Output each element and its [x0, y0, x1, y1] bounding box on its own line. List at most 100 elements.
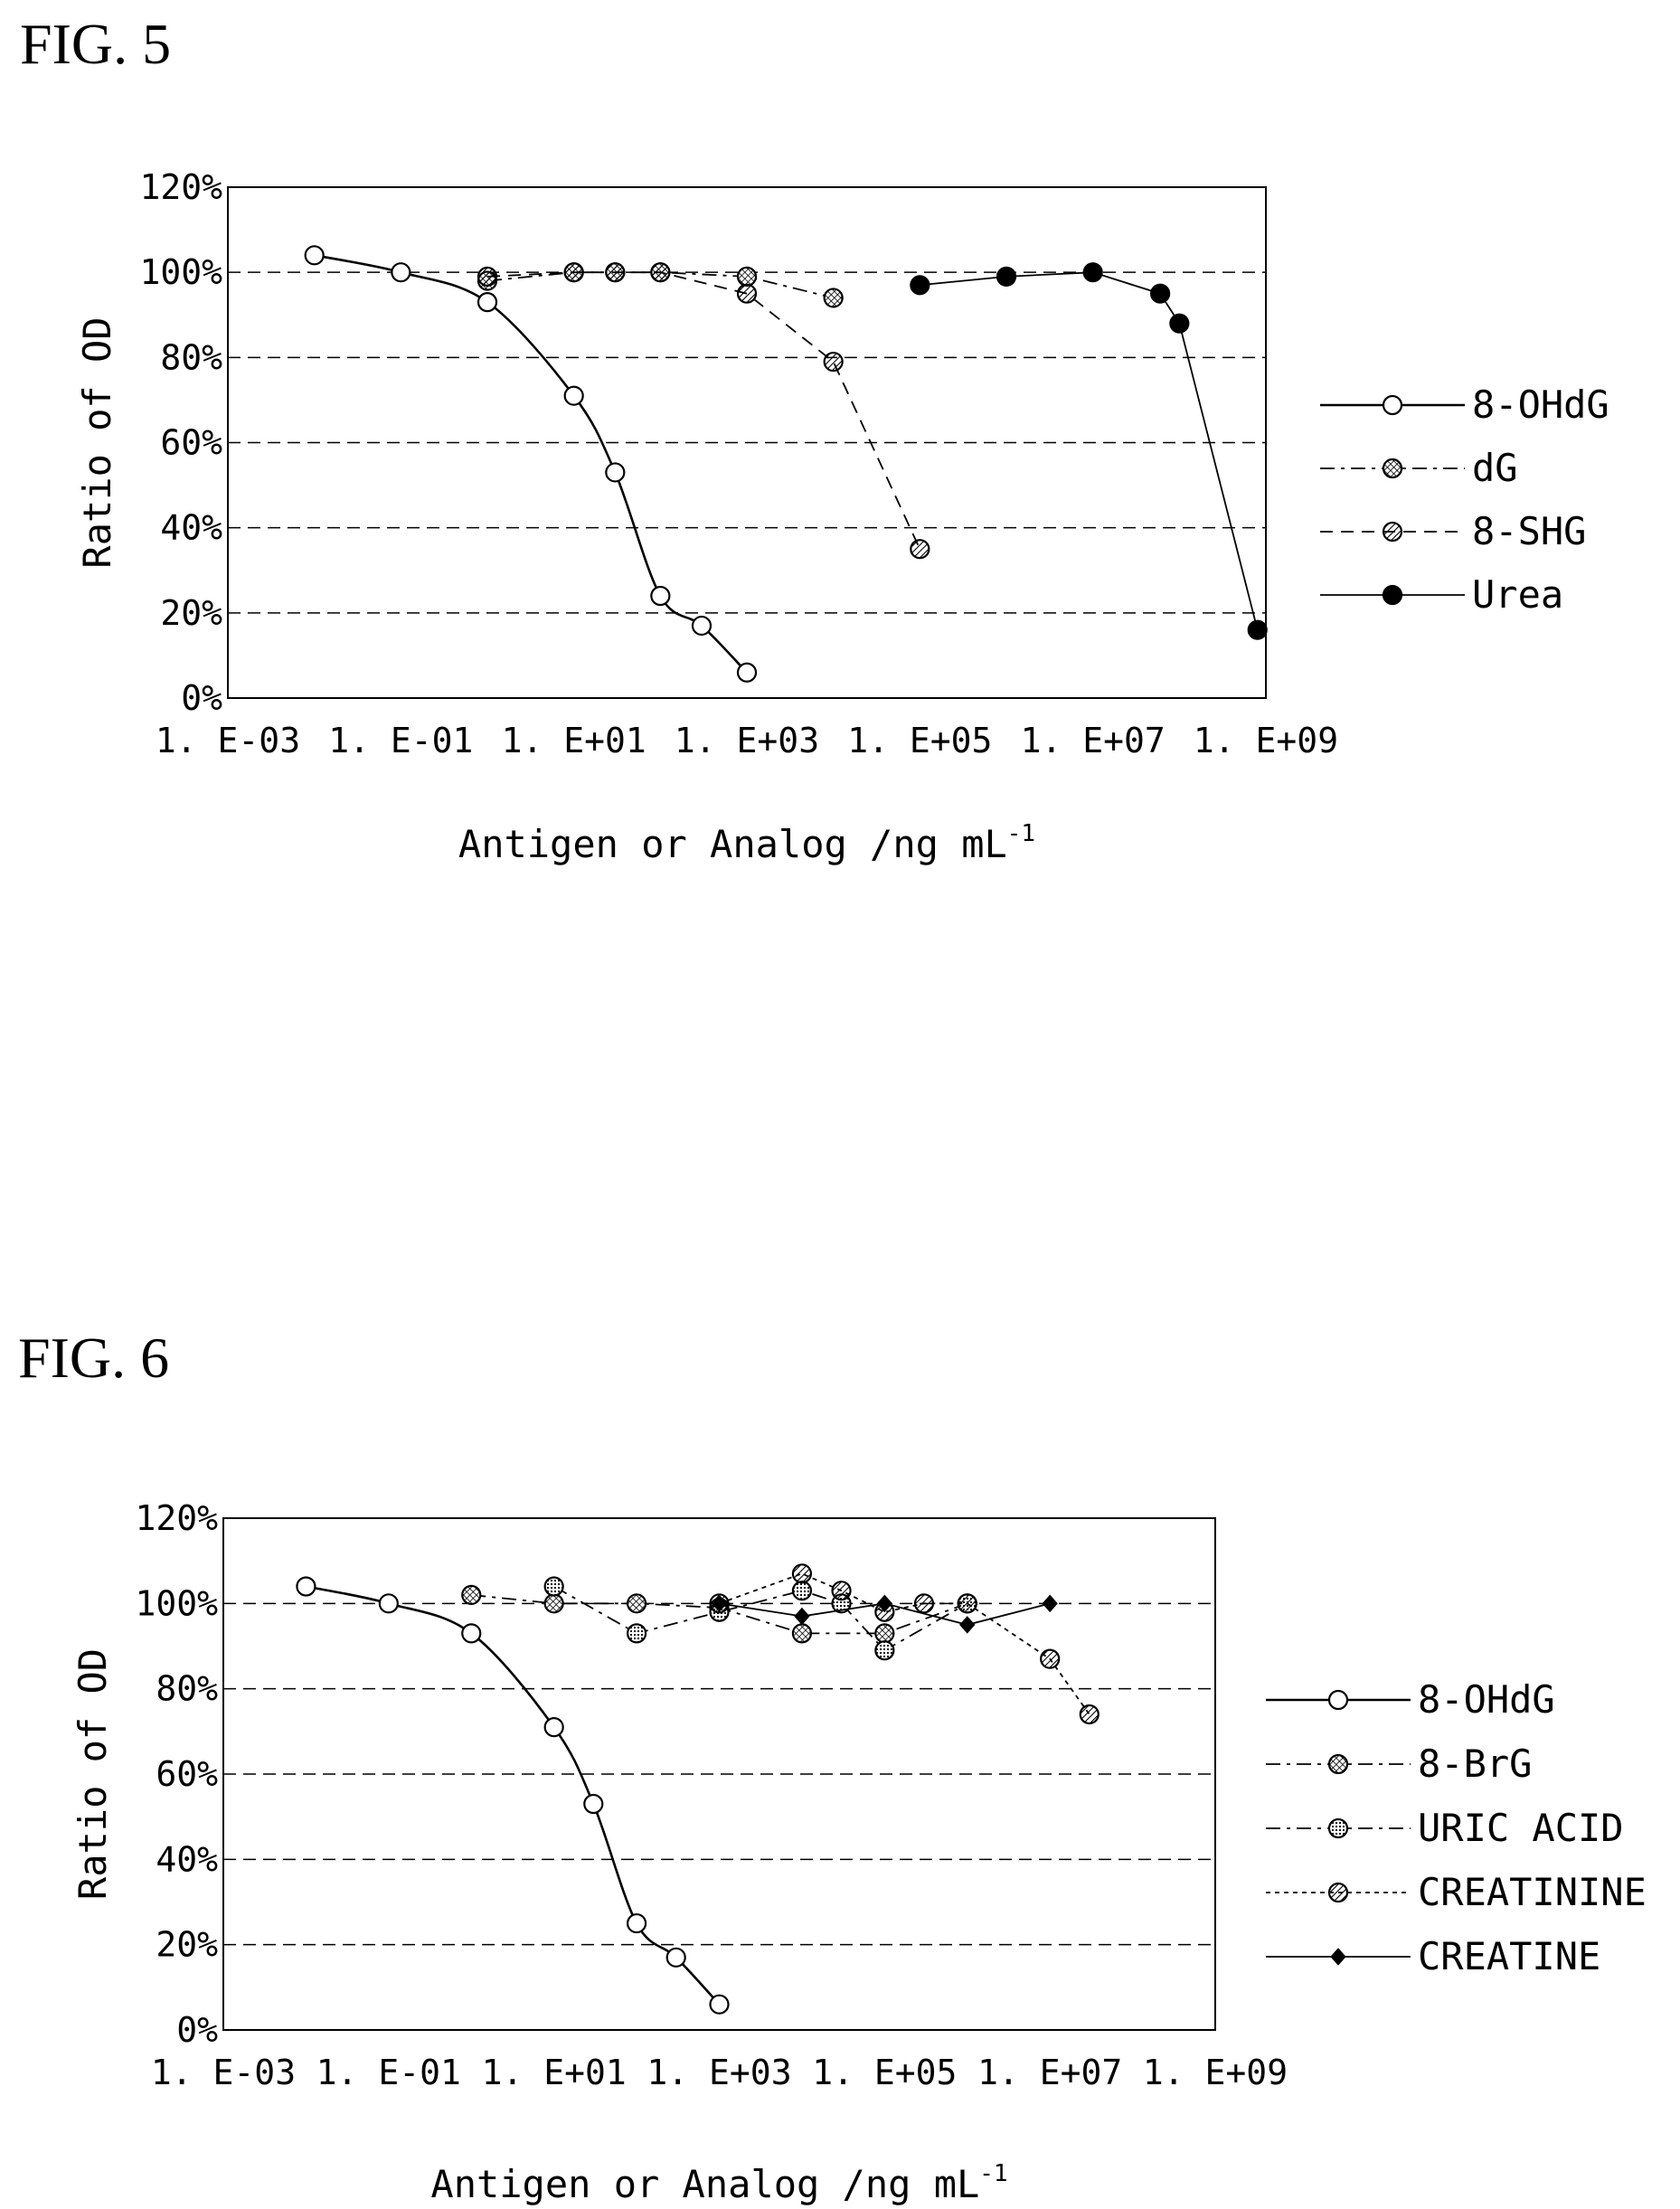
y-tick-label: 100%: [135, 1583, 218, 1623]
y-tick-label: 0%: [176, 2010, 218, 2050]
legend-marker-creatine: [1330, 1948, 1346, 1966]
legend-item-uric-acid: URIC ACID: [1266, 1806, 1624, 1850]
x-axis-label-superscript: -1: [979, 2160, 1007, 2187]
data-point-creatine: [794, 1607, 810, 1626]
x-tick-label: 1. E-01: [316, 2053, 461, 2092]
data-point-8-ohdg: [583, 1793, 604, 1815]
data-point-8-shg: [736, 283, 758, 304]
x-tick-label: 1. E+09: [1143, 2053, 1288, 2092]
y-tick-label: 40%: [160, 508, 222, 548]
data-point-dg: [736, 266, 758, 287]
y-tick-label: 120%: [135, 1498, 218, 1538]
legend-label-8-brg: 8-BrG: [1418, 1742, 1532, 1786]
y-tick-label: 100%: [139, 252, 222, 292]
data-point-uric-acid: [543, 1576, 564, 1597]
data-point-creatine: [711, 1594, 728, 1613]
legend-label-8-ohdg: 8-OHdG: [1418, 1677, 1555, 1722]
data-point-creatine: [1042, 1594, 1058, 1613]
data-point-8-ohdg: [605, 462, 626, 483]
data-point-8-shg: [563, 262, 584, 283]
legend-marker-8-ohdg: [1382, 394, 1403, 416]
y-axis-label: Ratio of OD: [75, 316, 119, 568]
data-point-8-ohdg: [296, 1576, 316, 1597]
data-point-urea: [1247, 619, 1268, 640]
data-point-8-ohdg: [304, 245, 325, 266]
data-point-8-brg: [626, 1593, 647, 1614]
data-point-urea: [1169, 313, 1190, 334]
series-8-ohdg: [304, 245, 758, 683]
data-point-8-ohdg: [378, 1593, 399, 1614]
legend-item-8-brg: 8-BrG: [1266, 1742, 1532, 1786]
data-point-8-brg: [874, 1623, 895, 1644]
data-point-creatinine: [957, 1593, 977, 1614]
data-point-creatinine: [1040, 1648, 1061, 1669]
legend-label-uric-acid: URIC ACID: [1418, 1806, 1624, 1850]
data-point-8-ohdg: [477, 292, 498, 313]
data-point-8-ohdg: [563, 385, 584, 406]
data-point-dg: [823, 288, 844, 308]
data-point-8-ohdg: [691, 615, 713, 637]
x-axis-label: Antigen or Analog /ng mL-1: [458, 820, 1035, 866]
series-8-ohdg: [296, 1576, 730, 2015]
y-tick-label: 20%: [160, 593, 222, 633]
data-point-creatinine: [791, 1563, 813, 1584]
data-point-8-ohdg: [626, 1912, 647, 1934]
data-point-8-ohdg: [665, 1947, 686, 1968]
data-point-8-shg: [650, 262, 671, 283]
y-axis-label: Ratio of OD: [71, 1648, 115, 1900]
chart-fig5: 0% 20% 40% 60% 80% 100% 120% 1. E-03 1. E-01 1. E…: [75, 167, 1609, 866]
x-tick-label: 1. E-03: [151, 2053, 296, 2092]
series-line-urea: [920, 271, 1259, 630]
data-point-urea: [1082, 262, 1103, 283]
x-tick-label: 1. E+09: [1194, 721, 1338, 760]
legend-label-dg: dG: [1472, 446, 1518, 490]
data-point-8-ohdg: [461, 1623, 482, 1644]
legend-label-creatinine: CREATININE: [1418, 1870, 1647, 1914]
legend-marker-uric-acid: [1327, 1817, 1349, 1839]
series-creatine: [711, 1594, 1058, 1634]
data-point-8-ohdg: [650, 585, 671, 607]
x-tick-label: 1. E+07: [977, 2053, 1122, 2092]
legend-marker-8-ohdg: [1327, 1689, 1349, 1711]
x-tick-label: 1. E+07: [1021, 721, 1166, 760]
data-point-8-ohdg: [543, 1717, 564, 1738]
data-point-urea: [1150, 283, 1171, 304]
data-point-creatinine: [913, 1593, 935, 1614]
y-tick-label: 80%: [156, 1669, 218, 1709]
data-point-8-brg: [461, 1584, 482, 1605]
legend-item-dg: dG: [1320, 446, 1518, 490]
data-point-8-shg: [910, 539, 930, 560]
legend-marker-8-brg: [1327, 1753, 1349, 1775]
legend-item-8-ohdg: 8-OHdG: [1320, 382, 1609, 427]
x-axis-label: Antigen or Analog /ng mL-1: [430, 2160, 1007, 2206]
x-axis-label-superscript: -1: [1007, 820, 1035, 847]
data-point-creatine: [959, 1616, 976, 1634]
data-point-8-shg: [823, 351, 844, 373]
series-urea: [910, 262, 1268, 640]
data-point-8-shg: [605, 262, 626, 283]
x-tick-label: 1. E+05: [847, 721, 992, 760]
y-tick-label: 20%: [156, 1925, 218, 1965]
x-tick-label: 1. E+03: [647, 2053, 791, 2092]
legend-item-creatinine: CREATININE: [1266, 1870, 1647, 1914]
legend-label-urea: Urea: [1472, 572, 1563, 617]
y-tick-label: 120%: [139, 167, 222, 207]
y-tick-label: 0%: [181, 678, 222, 718]
y-tick-label: 40%: [156, 1839, 218, 1879]
series-line-8-ohdg: [314, 254, 748, 674]
legend-item-8-shg: 8-SHG: [1320, 509, 1586, 553]
x-tick-label: 1. E+01: [482, 2053, 627, 2092]
legend-marker-8-shg: [1382, 521, 1403, 543]
data-point-uric-acid: [791, 1581, 813, 1601]
x-tick-label: 1. E+05: [812, 2053, 957, 2092]
series-line-8-ohdg: [306, 1585, 721, 2006]
x-tick-label: 1. E+03: [675, 721, 819, 760]
data-point-8-brg: [543, 1593, 564, 1614]
data-point-8-brg: [791, 1623, 813, 1644]
data-point-urea: [910, 275, 930, 296]
legend-marker-creatinine: [1327, 1882, 1349, 1903]
figure-5-title: FIG. 5: [20, 12, 172, 76]
data-point-creatinine: [1079, 1704, 1100, 1725]
legend-marker-dg: [1382, 458, 1403, 479]
figure-6-title: FIG. 6: [18, 1326, 170, 1390]
